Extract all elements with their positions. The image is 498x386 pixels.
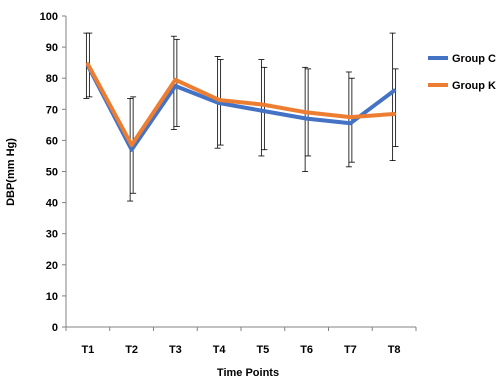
x-tick-label: T5 — [256, 344, 269, 356]
y-tick-label: 20 — [46, 260, 58, 272]
y-tick-label: 60 — [46, 135, 58, 147]
y-tick-label: 0 — [52, 322, 58, 334]
y-tick-label: 100 — [40, 11, 58, 23]
x-tick-label: T1 — [81, 344, 94, 356]
x-tick-label: T7 — [344, 344, 357, 356]
legend-label: Group C — [452, 53, 496, 65]
y-tick-label: 80 — [46, 73, 58, 85]
y-tick-label: 90 — [46, 42, 58, 54]
y-tick-label: 70 — [46, 104, 58, 116]
series-line-group-k — [85, 62, 397, 148]
x-axis-label: Time Points — [217, 367, 279, 379]
y-axis-label: DBP(mm Hg) — [5, 138, 17, 206]
y-tick-label: 10 — [46, 291, 58, 303]
y-tick-label: 50 — [46, 167, 58, 179]
x-tick-label: T3 — [169, 344, 182, 356]
series-line-group-c — [85, 63, 397, 152]
y-tick-label: 30 — [46, 229, 58, 241]
x-tick-label: T6 — [300, 344, 313, 356]
x-tick-label: T8 — [388, 344, 401, 356]
x-tick-label: T4 — [213, 344, 227, 356]
legend: Group C Group K — [428, 53, 496, 92]
legend-label: Group K — [452, 80, 496, 92]
x-tick-label: T2 — [125, 344, 138, 356]
y-tick-label: 40 — [46, 198, 58, 210]
